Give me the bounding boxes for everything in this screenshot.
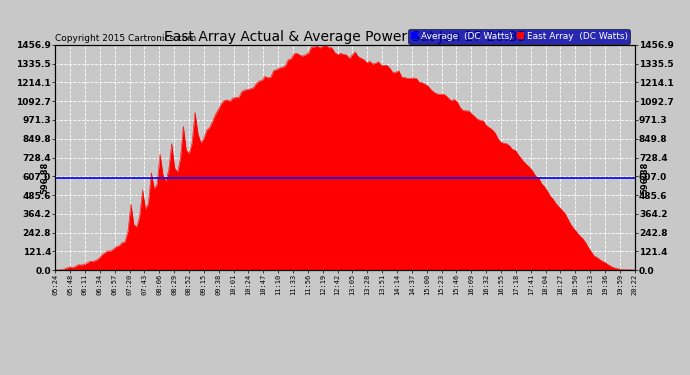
Text: Copyright 2015 Cartronics.com: Copyright 2015 Cartronics.com [55,34,197,43]
Text: 596.88: 596.88 [640,162,649,194]
Legend: Average  (DC Watts), East Array  (DC Watts): Average (DC Watts), East Array (DC Watts… [408,29,630,44]
Title: East Array Actual & Average Power Sat Jun 27 20:35: East Array Actual & Average Power Sat Ju… [164,30,526,44]
Text: 596.88: 596.88 [41,162,50,194]
